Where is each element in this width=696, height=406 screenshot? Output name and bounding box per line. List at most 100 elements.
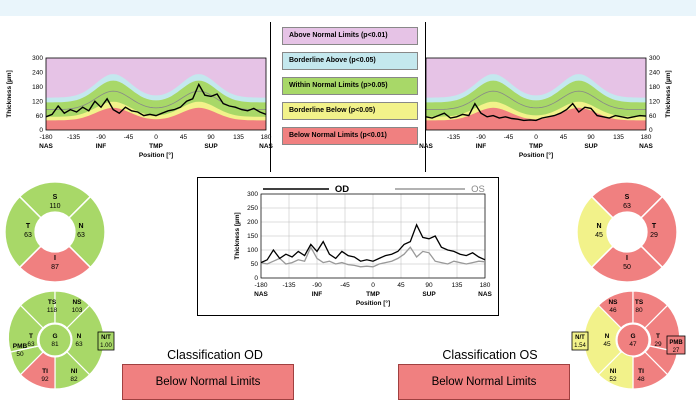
od-sec-ni-label: NI (71, 368, 78, 375)
os-sec-g-label: G (630, 333, 635, 340)
os-sec-ns-label: NS (608, 299, 618, 306)
os-ytick-2: 120 (649, 98, 660, 105)
od-ytick-1: 60 (36, 113, 44, 120)
od-quad-t-label: T (26, 223, 31, 230)
od-region-3: SUP (204, 143, 218, 150)
combo-ytick-1: 50 (251, 261, 259, 268)
os-ytick-3: 180 (649, 84, 660, 91)
os-sec-g-value: 47 (629, 341, 637, 348)
od-sec-ni-value: 82 (70, 376, 78, 383)
os-region-2: TMP (529, 143, 543, 150)
od-xtick-5: 45 (180, 134, 188, 141)
od-region-1: INF (96, 143, 107, 150)
os-sec-t-label: T (656, 333, 660, 340)
os-quad-s-value: 63 (623, 203, 631, 210)
combo-xtick-1: -135 (282, 282, 295, 289)
combo-xtick-5: 45 (397, 282, 405, 289)
od-ytick-4: 240 (32, 70, 43, 77)
os-xtick-7: 180 (641, 134, 652, 141)
od-quad-s (18, 182, 92, 219)
od-xtick-4: 0 (154, 134, 158, 141)
od-sec-g (38, 323, 72, 357)
os-region-0: NAS (419, 143, 433, 150)
combo-region-3: SUP (422, 291, 436, 298)
os-ytick-4: 240 (649, 70, 660, 77)
od-region-0: NAS (39, 143, 53, 150)
os-quad-n-label: N (596, 223, 601, 230)
combo-xtick-0: -180 (254, 282, 267, 289)
combo-series-os (260, 245, 486, 268)
od-xtick-3: -45 (124, 134, 134, 141)
od-sec-n-label: N (77, 333, 82, 340)
combo-xtick-4: 0 (371, 282, 375, 289)
os-ylabel: Thickness [µm] (665, 70, 672, 117)
os-xtick-0: -135 (447, 134, 460, 141)
top-band (0, 0, 696, 16)
od-sec-ns-label: NS (72, 299, 82, 306)
od-quad-i-value: 87 (51, 264, 59, 271)
od-quad-t-value: 63 (24, 232, 32, 239)
od-xtick-6: 90 (207, 134, 215, 141)
os-quad-i-value: 50 (623, 264, 631, 271)
combo-xtick-6: 90 (425, 282, 433, 289)
combo-legend-od-label: OD (335, 184, 349, 195)
os-quad-t (640, 195, 677, 269)
os-quad-i (590, 245, 664, 282)
os-xtick-4: 45 (560, 134, 568, 141)
combo-xtick-7: 135 (452, 282, 463, 289)
os-sec-ni-value: 52 (609, 376, 617, 383)
classification-os-value: Below Normal Limits (398, 364, 570, 400)
combo-frame (260, 193, 486, 279)
os-xtick-2: -45 (504, 134, 514, 141)
os-sec-pmb-label: PMB (669, 340, 683, 346)
classification-od-value: Below Normal Limits (122, 364, 294, 400)
od-sec-ns-value: 103 (72, 307, 83, 314)
os-region-1: INF (476, 143, 487, 150)
od-quad-s-label: S (53, 194, 58, 201)
os-pmb-box (666, 335, 686, 355)
od-sec-ti-label: TI (42, 368, 48, 375)
combo-region-1: INF (312, 291, 323, 298)
combo-ylabel: Thickness [µm] (234, 212, 241, 259)
od-quadrant-circle: S 110 N 63 I 87 T 63 (5, 182, 105, 282)
os-quad-s (590, 182, 664, 219)
separator-left (270, 22, 271, 172)
od-ytick-5: 300 (32, 55, 43, 62)
od-sec-g-label: G (52, 333, 57, 340)
od-nt-value: 1.00 (100, 343, 112, 349)
os-sec-ti-label: TI (638, 368, 644, 375)
od-sec-pmb-value: 50 (16, 351, 24, 358)
combo-ytick-4: 200 (247, 219, 258, 226)
os-quad-i-label: I (626, 255, 628, 262)
combo-region-0: NAS (254, 291, 268, 298)
separator-right (425, 22, 426, 172)
od-ytick-3: 180 (32, 84, 43, 91)
od-nt-label: N/T (101, 335, 111, 341)
os-thickness-line (425, 102, 647, 122)
od-sec-ti-value: 92 (41, 376, 49, 383)
od-xtick-1: -135 (67, 134, 80, 141)
od-sec-t-value: 63 (27, 341, 35, 348)
os-frame (425, 57, 647, 131)
od-frame (45, 57, 267, 131)
od-tsnit-chart: 0 60 120 180 240 300 Thickness [µm] -180 -135 -90… (6, 55, 274, 159)
combo-region-4: NAS (478, 291, 492, 298)
os-sec-pmb-value: 27 (673, 348, 680, 354)
od-xtick-7: 135 (233, 134, 244, 141)
os-nt-box (571, 331, 589, 351)
os-quadrant-circle: S 63 T 29 I 50 N 45 (577, 182, 677, 282)
od-xtick-0: -180 (39, 134, 52, 141)
os-quad-t-value: 29 (650, 232, 658, 239)
os-nt-label: N/T (575, 335, 585, 341)
od-xlabel: Position [°] (139, 151, 173, 159)
os-sec-g (616, 323, 650, 357)
od-sec-n-value: 63 (75, 341, 83, 348)
combo-region-2: TMP (366, 291, 380, 298)
os-region-3: SUP (584, 143, 598, 150)
od-quad-n (68, 195, 105, 269)
combo-xtick-8: 180 (480, 282, 491, 289)
os-quad-n (577, 195, 614, 269)
od-nt-box (97, 331, 115, 351)
legend-above: Above Normal Limits (p<0.01) (282, 27, 418, 45)
os-quad-s-label: S (625, 194, 630, 201)
